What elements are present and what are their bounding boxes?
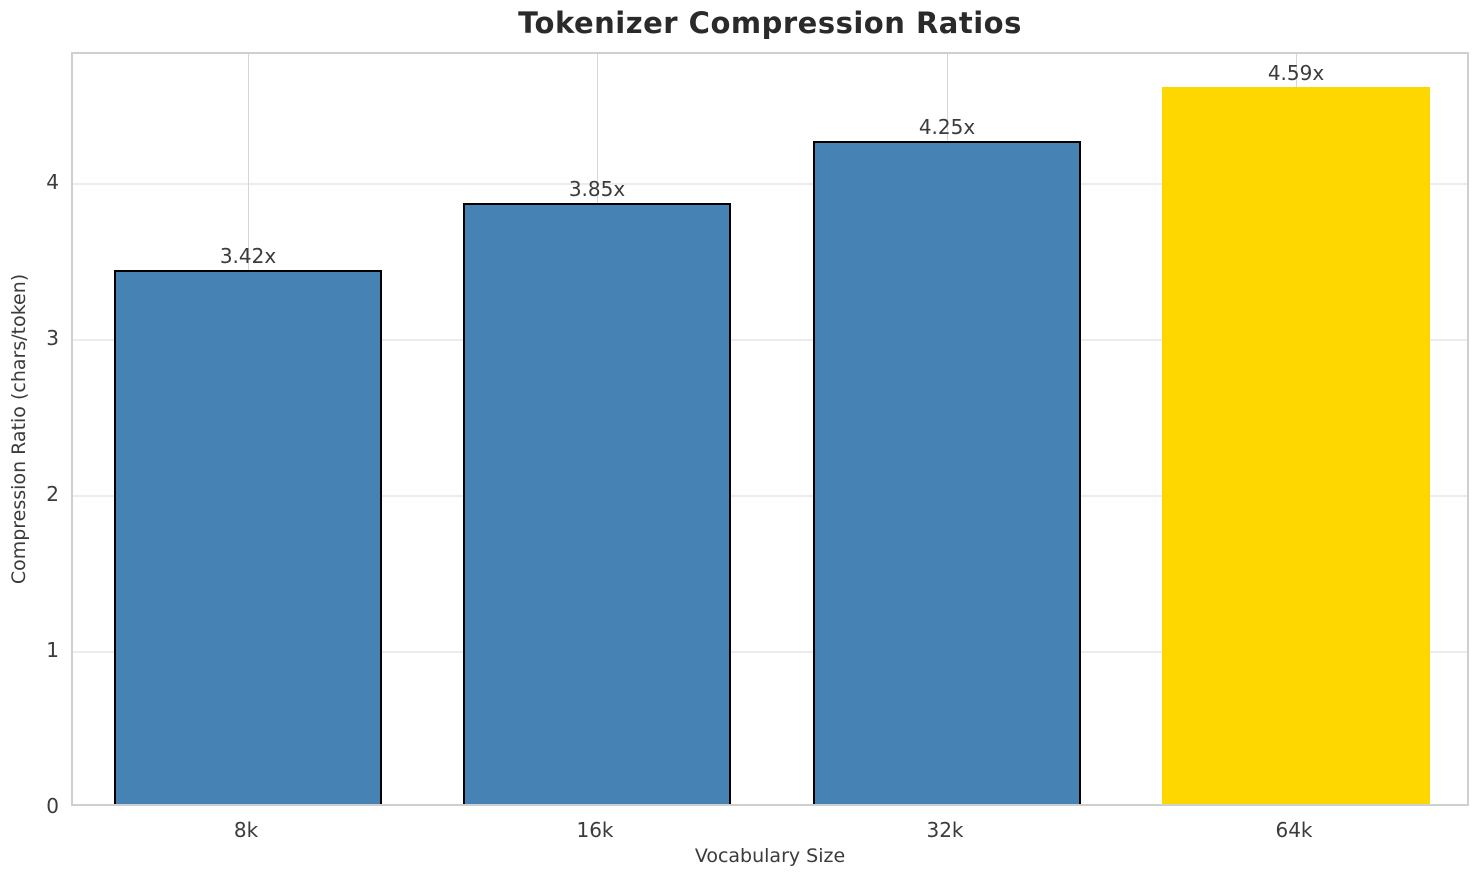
y-tick-label-1: 1 — [46, 637, 59, 662]
bar-8k — [114, 270, 382, 804]
y-tick-label-4: 4 — [46, 169, 59, 194]
plot-area: 3.42x 3.85x 4.25x 4.59x — [71, 52, 1469, 806]
bar-64k — [1162, 87, 1430, 804]
x-axis-label: Vocabulary Size — [694, 845, 846, 867]
bar-32k — [813, 141, 1081, 804]
gridline-y-3 — [73, 338, 1467, 341]
y-tick-label-3: 3 — [46, 325, 59, 350]
gridline-y-1 — [73, 650, 1467, 653]
y-tick-label-0: 0 — [46, 794, 59, 818]
x-tick-label-8k: 8k — [233, 818, 259, 842]
gridline-y-4 — [73, 182, 1467, 185]
x-tick-label-32k: 32k — [926, 818, 964, 842]
bar-value-label-16k: 3.85x — [568, 177, 626, 201]
y-tick-label-2: 2 — [46, 481, 59, 506]
bar-16k — [463, 203, 731, 804]
y-axis-label: Compression Ratio (chars/token) — [8, 273, 30, 585]
x-tick-label-64k: 64k — [1275, 818, 1313, 842]
chart-title: Tokenizer Compression Ratios — [518, 6, 1022, 40]
bar-value-label-64k: 4.59x — [1267, 61, 1325, 85]
gridline-y-2 — [73, 494, 1467, 497]
bar-value-label-8k: 3.42x — [219, 244, 277, 268]
x-tick-label-16k: 16k — [576, 818, 614, 842]
bar-value-label-32k: 4.25x — [918, 115, 976, 139]
